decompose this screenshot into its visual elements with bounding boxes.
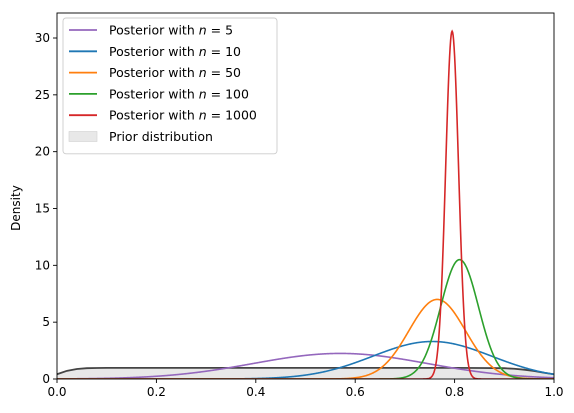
legend-label: Posterior with n = 100	[109, 86, 249, 101]
x-tick-label: 1.0	[544, 385, 563, 399]
prior-line	[57, 366, 554, 376]
legend-label: Posterior with n = 50	[109, 65, 241, 80]
posterior-line-5	[57, 29, 554, 379]
y-tick-label: 15	[35, 202, 50, 216]
x-tick-label: 0.4	[246, 385, 265, 399]
x-tick-label: 0.8	[445, 385, 464, 399]
legend-label-value: = 50	[207, 65, 241, 80]
x-tick-label: 0.6	[346, 385, 365, 399]
legend-label-var: n	[199, 108, 207, 123]
x-tick-label: 0.0	[47, 385, 66, 399]
y-tick-label: 5	[42, 315, 50, 329]
legend-label-prefix: Posterior with	[109, 23, 199, 38]
y-tick-label: 30	[35, 31, 50, 45]
x-axis: 0.0 0.2 0.4 0.6 0.8 1.0	[47, 379, 564, 399]
prior-fill	[57, 367, 554, 379]
legend-label-value: = 5	[207, 23, 233, 38]
legend-label-var: n	[199, 23, 207, 38]
plot-clip-group	[57, 29, 554, 379]
y-tick-label: 20	[35, 145, 50, 159]
y-tick-label: 10	[35, 258, 50, 272]
legend-swatch	[68, 131, 98, 142]
y-tick-label: 25	[35, 88, 50, 102]
legend-box	[62, 17, 278, 155]
y-tick-label: 0	[42, 372, 50, 386]
legend-label-prefix: Posterior with	[109, 108, 199, 123]
plot-area	[56, 12, 555, 380]
legend-label: Prior distribution	[109, 129, 213, 144]
posterior-line-3	[57, 298, 554, 379]
legend-label-prefix: Posterior with	[109, 44, 199, 59]
legend-label-var: n	[199, 65, 207, 80]
posterior-line-4	[57, 258, 554, 379]
axes-frame	[56, 12, 555, 380]
y-axis-label: Density	[9, 185, 23, 231]
legend-label-prefix: Posterior with	[109, 86, 199, 101]
legend-label: Posterior with n = 5	[109, 23, 233, 38]
legend-label-var: n	[199, 44, 207, 59]
legend-label-value: = 100	[207, 86, 249, 101]
posterior-line-1	[57, 352, 554, 379]
legend-label: Posterior with n = 1000	[109, 108, 257, 123]
y-axis: 0 5 10 15 20 25 30	[35, 31, 57, 386]
legend-label: Posterior with n = 10	[109, 44, 241, 59]
legend-label-value: = 10	[207, 44, 241, 59]
posterior-line-2	[57, 340, 554, 379]
x-tick-label: 0.2	[147, 385, 166, 399]
legend-label-value: = 1000	[207, 108, 257, 123]
legend-label-prefix: Posterior with	[109, 65, 199, 80]
legend-label-var: n	[199, 86, 207, 101]
